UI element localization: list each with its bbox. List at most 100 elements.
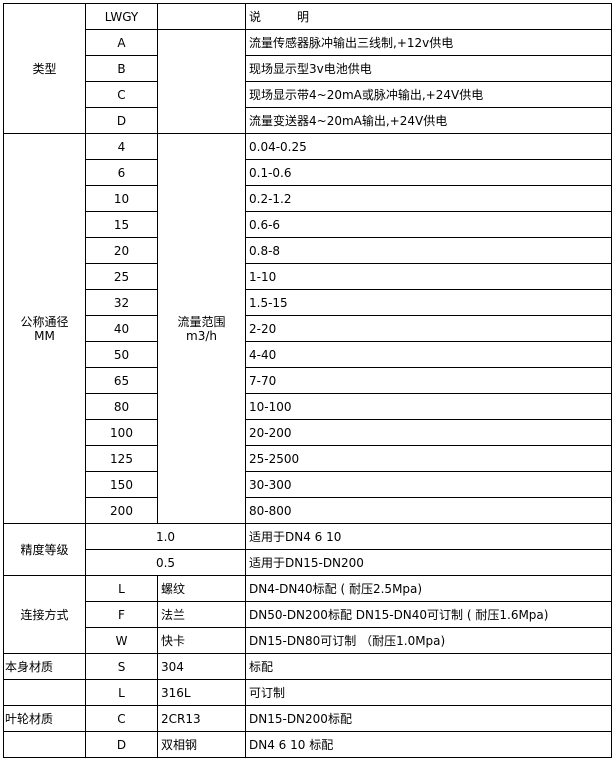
table-row: 80 10-100 xyxy=(4,393,612,420)
table-cell: S xyxy=(85,653,158,680)
table-cell: 0.5 xyxy=(85,549,246,576)
table-cell: 1.0 xyxy=(85,523,246,550)
table-cell: 螺纹 xyxy=(157,575,246,602)
table-cell: 4-40 xyxy=(245,341,612,368)
table-cell: 20-200 xyxy=(245,419,612,446)
table-cell: 15 xyxy=(85,211,158,238)
table-row: 0.5 适用于DN15-DN200 xyxy=(4,549,612,576)
table-cell: 双相钢 xyxy=(157,731,246,758)
table-cell: 标配 xyxy=(245,653,612,680)
table-cell: 2CR13 xyxy=(157,705,246,732)
table-cell: 30-300 xyxy=(245,471,612,498)
table-cell: 2-20 xyxy=(245,315,612,342)
table-cell: 适用于DN4 6 10 xyxy=(245,523,612,550)
table-row: 32 1.5-15 xyxy=(4,289,612,316)
table-row: 类型 LWGY 说 明 xyxy=(3,3,612,134)
table-cell: 现场显示型3v电池供电 xyxy=(245,55,612,82)
table-cell: 流量传感器脉冲输出三线制,+12v供电 xyxy=(245,29,612,56)
table-cell: 现场显示带4~20mA或脉冲输出,+24V供电 xyxy=(245,81,612,108)
table-row: 10 0.2-1.2 xyxy=(4,185,612,212)
table-row: 125 25-2500 xyxy=(4,445,612,472)
table-cell: DN4-DN40标配 ( 耐压2.5Mpa) xyxy=(245,575,612,602)
table-row: W 快卡 DN15-DN80可订制 （耐压1.0Mpa) xyxy=(4,627,612,654)
table-row: F 法兰 DN50-DN200标配 DN15-DN40可订制 ( 耐压1.6Mpa) xyxy=(4,601,612,628)
table-cell: 1-10 xyxy=(245,263,612,290)
table-row: 20 0.8-8 xyxy=(4,237,612,264)
table-cell: 40 xyxy=(85,315,158,342)
table-row: D 流量变送器4~20mA输出,+24V供电 xyxy=(4,107,612,134)
table-cell xyxy=(3,731,86,758)
cell-text: 公称通径 xyxy=(20,314,69,329)
table-cell: 0.8-8 xyxy=(245,237,612,264)
cell-text: MM xyxy=(34,328,55,343)
table-row: C 现场显示带4~20mA或脉冲输出,+24V供电 xyxy=(4,81,612,108)
table-cell: A xyxy=(85,29,158,56)
table-cell: DN15-DN200标配 xyxy=(245,705,612,732)
table-cell: L xyxy=(85,575,158,602)
table-cell: 200 xyxy=(85,497,158,524)
model-code: LWGY xyxy=(85,3,158,30)
spec-table: 类型 LWGY 说 明 A 流量传感器脉冲输出三线制,+12v供电 B 现场显示型3v电池供… xyxy=(3,3,612,758)
cell-text: 流量范围 xyxy=(177,314,226,329)
table-cell xyxy=(157,29,246,134)
table-cell: 32 xyxy=(85,289,158,316)
table-cell: DN15-DN80可订制 （耐压1.0Mpa) xyxy=(245,627,612,654)
table-row: 15 0.6-6 xyxy=(4,211,612,238)
table-row: 公称通径 MM 4 流量范围 m3/h 0.04-0.25 xyxy=(3,133,612,524)
body-material-label: 本身材质 xyxy=(3,653,86,680)
table-cell: 50 xyxy=(85,341,158,368)
table-row: A 流量传感器脉冲输出三线制,+12v供电 xyxy=(4,29,612,134)
table-cell: 0.04-0.25 xyxy=(245,133,612,160)
table-cell: DN50-DN200标配 DN15-DN40可订制 ( 耐压1.6Mpa) xyxy=(245,601,612,628)
table-cell: C xyxy=(85,705,158,732)
table-cell: 25 xyxy=(85,263,158,290)
table-row: 25 1-10 xyxy=(4,263,612,290)
table-cell: 0.1-0.6 xyxy=(245,159,612,186)
accuracy-label: 精度等级 xyxy=(3,523,86,576)
description-header: 说 明 xyxy=(245,3,612,30)
table-cell: DN4 6 10 标配 xyxy=(245,731,612,758)
table-cell: L xyxy=(85,679,158,706)
table-row: D 双相钢 DN4 6 10 标配 xyxy=(3,731,612,758)
table-cell: 适用于DN15-DN200 xyxy=(245,549,612,576)
table-row: 50 4-40 xyxy=(4,341,612,368)
table-cell: 7-70 xyxy=(245,367,612,394)
table-row: L 316L 可订制 xyxy=(3,679,612,706)
connection-label: 连接方式 xyxy=(3,575,86,654)
table-cell: 6 xyxy=(85,159,158,186)
table-row: 100 20-200 xyxy=(4,419,612,446)
table-cell: 316L xyxy=(157,679,246,706)
table-row: 连接方式 L 螺纹 DN4-DN40标配 ( 耐压2.5Mpa) xyxy=(3,575,612,654)
table-cell: 法兰 xyxy=(157,601,246,628)
table-cell: 0.2-1.2 xyxy=(245,185,612,212)
table-cell: 80 xyxy=(85,393,158,420)
cell-text: m3/h xyxy=(186,328,217,343)
table-row: 6 0.1-0.6 xyxy=(4,159,612,186)
table-cell: D xyxy=(85,731,158,758)
table-cell: 80-800 xyxy=(245,497,612,524)
table-cell: 10-100 xyxy=(245,393,612,420)
table-cell: 304 xyxy=(157,653,246,680)
table-cell: 125 xyxy=(85,445,158,472)
table-row: 40 2-20 xyxy=(4,315,612,342)
table-cell: D xyxy=(85,107,158,134)
table-row: 200 80-800 xyxy=(4,497,612,524)
table-row: B 现场显示型3v电池供电 xyxy=(4,55,612,82)
table-cell: 4 xyxy=(85,133,158,160)
flow-range-label: 流量范围 m3/h xyxy=(157,133,246,524)
table-cell: 快卡 xyxy=(157,627,246,654)
table-row: 叶轮材质 C 2CR13 DN15-DN200标配 xyxy=(3,705,612,732)
table-row: 本身材质 S 304 标配 xyxy=(3,653,612,680)
table-cell: 流量变送器4~20mA输出,+24V供电 xyxy=(245,107,612,134)
table-cell: 可订制 xyxy=(245,679,612,706)
diameter-label: 公称通径 MM xyxy=(3,133,86,524)
table-cell: 65 xyxy=(85,367,158,394)
table-row: 150 30-300 xyxy=(4,471,612,498)
type-label: 类型 xyxy=(3,3,86,134)
table-cell: 20 xyxy=(85,237,158,264)
table-cell xyxy=(3,679,86,706)
table-cell: W xyxy=(85,627,158,654)
table-cell: B xyxy=(85,55,158,82)
table-cell xyxy=(157,3,246,30)
table-cell: 150 xyxy=(85,471,158,498)
